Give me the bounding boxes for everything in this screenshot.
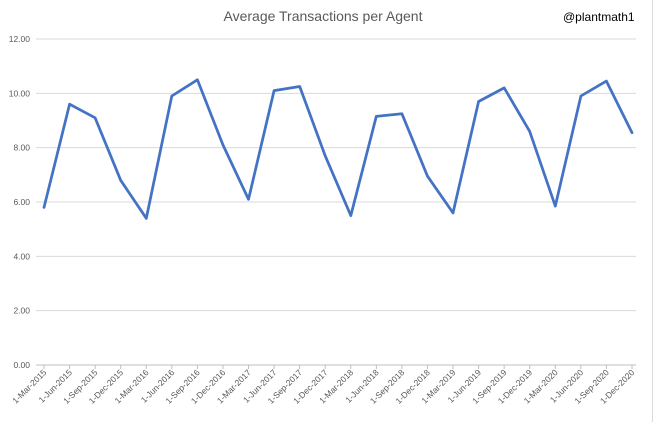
y-axis-ticks: 0.00 2.00 4.00 6.00 8.00 10.00 12.00: [9, 34, 31, 370]
data-point: [119, 179, 122, 182]
data-point: [349, 214, 352, 217]
data-point: [272, 89, 276, 92]
data-point: [400, 112, 404, 115]
y-tick-label: 10.00: [9, 88, 31, 98]
data-point: [247, 198, 250, 201]
series-layer: [42, 78, 634, 220]
data-point: [528, 130, 531, 133]
y-tick-label: 6.00: [13, 197, 30, 207]
data-point: [298, 85, 301, 88]
data-point: [502, 86, 506, 90]
data-point: [451, 211, 455, 215]
x-axis: [36, 364, 636, 369]
y-tick-label: 8.00: [13, 143, 30, 153]
data-point: [221, 143, 225, 147]
y-tick-label: 12.00: [9, 34, 31, 44]
data-point: [196, 78, 199, 81]
data-point: [477, 100, 480, 103]
data-point: [324, 154, 327, 158]
data-point: [145, 217, 148, 220]
watermark-label: @plantmath1: [563, 10, 635, 24]
y-tick-label: 0.00: [13, 360, 30, 370]
data-point: [42, 206, 46, 209]
data-point: [605, 79, 608, 83]
y-tick-label: 4.00: [13, 251, 30, 261]
data-point: [93, 116, 97, 119]
data-point: [630, 131, 634, 134]
y-tick-label: 2.00: [13, 306, 30, 316]
data-point: [68, 103, 71, 106]
data-point: [375, 115, 378, 118]
data-point: [554, 204, 557, 208]
data-point: [426, 174, 429, 178]
x-axis-ticks: 1-Mar-20151-Jun-20151-Sep-20151-Dec-2015…: [10, 367, 636, 406]
chart-title: Average Transactions per Agent: [224, 8, 423, 24]
data-point: [579, 94, 583, 98]
data-point: [170, 94, 174, 98]
series-line: [42, 78, 634, 220]
